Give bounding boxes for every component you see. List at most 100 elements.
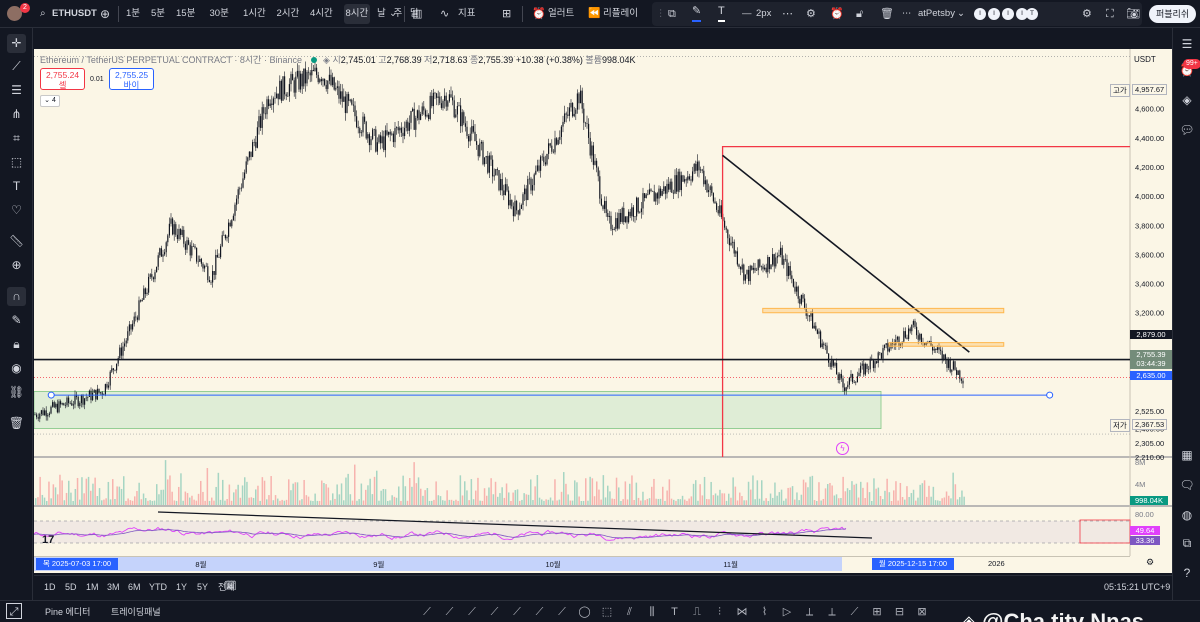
currency-label[interactable]: USDT xyxy=(1134,55,1156,64)
circle-icon[interactable]: ◯ xyxy=(578,606,591,618)
trend-line-icon[interactable]: ⟋ xyxy=(12,59,21,73)
fib-icon[interactable]: ⌗ xyxy=(13,131,20,145)
expand-panel-icon[interactable]: ⤢ xyxy=(6,603,22,619)
interval-button[interactable]: 달 xyxy=(410,8,419,19)
pencil-color-icon[interactable]: ✎ xyxy=(692,0,702,22)
interval-button[interactable]: 날 xyxy=(377,8,386,19)
range-button[interactable]: YTD xyxy=(149,582,167,592)
interval-button[interactable]: 1시간 xyxy=(243,8,266,19)
curve-icon[interactable]: ⟋ xyxy=(558,606,566,618)
indicators-icon[interactable]: ∿ xyxy=(440,8,450,20)
range-button[interactable]: 6M xyxy=(128,582,141,592)
flag-icon[interactable]: ◈ xyxy=(323,55,330,65)
link-icon[interactable]: ⛓︎ xyxy=(8,385,25,399)
horizontal-line-icon[interactable]: ⟂ xyxy=(828,606,836,618)
username[interactable]: atPetsby xyxy=(918,8,955,19)
trading-icon[interactable]: ⧉ xyxy=(1182,536,1192,550)
play-icon[interactable]: ▷ xyxy=(782,606,792,618)
price-label-icon[interactable]: ⎍ xyxy=(693,606,701,618)
line-style-icon[interactable]: ⋯ xyxy=(782,8,793,20)
circle-button[interactable]: I xyxy=(974,8,986,20)
chart-settings-icon[interactable]: ⚙ xyxy=(1146,557,1155,567)
chat-bubble-icon[interactable]: 🗨︎ xyxy=(1179,478,1195,492)
interval-button[interactable]: 30분 xyxy=(209,8,229,19)
range-button[interactable]: 전체 xyxy=(218,582,235,592)
calendar-range-icon[interactable]: 🗓︎ xyxy=(224,581,237,592)
chart-canvas[interactable]: 4,600.004,400.004,200.004,000.003,800.00… xyxy=(34,49,1172,573)
vertical-line-icon[interactable]: ⟂ xyxy=(805,606,814,618)
interval-button[interactable]: 5분 xyxy=(151,8,166,19)
ruler-icon[interactable]: 📏︎ xyxy=(8,234,25,248)
help-icon[interactable]: ? xyxy=(1183,566,1191,580)
add-symbol-icon[interactable]: ⊕ xyxy=(100,7,111,21)
community-icon[interactable]: ◍ xyxy=(1181,508,1193,522)
circle-button[interactable]: I xyxy=(1002,8,1014,20)
elliott-icon[interactable]: ⌇ xyxy=(761,606,768,618)
text-icon[interactable]: T xyxy=(671,606,678,618)
alert-icon[interactable]: ⏰ xyxy=(532,8,546,20)
crosshair-icon[interactable]: ✛ xyxy=(7,34,26,53)
candle-type-icon[interactable]: ▥ xyxy=(412,8,423,20)
interval-button[interactable]: 주 xyxy=(393,8,403,19)
sell-button[interactable]: 2,755.24 셀 xyxy=(40,68,85,90)
pattern-icon[interactable]: ⋈ xyxy=(736,606,748,618)
range-button[interactable]: 1Y xyxy=(176,582,188,592)
rectangle-icon[interactable]: ⬚ xyxy=(601,606,613,618)
heart-icon[interactable]: ♡ xyxy=(11,203,22,217)
interval-button[interactable]: 15분 xyxy=(176,8,196,19)
price-range-icon[interactable]: ⫶ xyxy=(718,606,721,618)
range-button[interactable]: 1D xyxy=(44,582,56,592)
indicators-button[interactable]: 지표 xyxy=(458,8,476,19)
text-color-icon[interactable]: T xyxy=(718,0,725,22)
fib-channel-icon[interactable]: ⫼ xyxy=(649,606,655,618)
alert-button[interactable]: 얼러트 xyxy=(548,8,575,19)
buy-button[interactable]: 2,755.25 바이 xyxy=(109,68,154,90)
watchlist-icon[interactable]: ☰ xyxy=(1181,37,1193,51)
table-icon[interactable]: ⊟ xyxy=(894,606,905,618)
symbol-name[interactable]: ETHUSDT xyxy=(52,8,97,19)
horizontal-lines-icon[interactable]: ☰ xyxy=(11,83,22,97)
brush-icon[interactable]: ⟋ xyxy=(850,606,859,618)
info-line-icon[interactable]: ⟋ xyxy=(468,606,476,618)
settings-gear-icon[interactable]: ⚙ xyxy=(1082,8,1092,20)
magnet-icon[interactable]: ∩ xyxy=(7,287,26,306)
calendar-icon[interactable]: ▦ xyxy=(1181,448,1193,462)
clock-label[interactable]: 05:15:21 UTC+9 xyxy=(1104,582,1171,592)
line-width-button[interactable]: 2px xyxy=(756,8,772,19)
trading-panel-tab[interactable]: 트레이딩패널 xyxy=(111,607,161,617)
user-avatar[interactable] xyxy=(7,6,22,21)
layouts-icon[interactable]: ⊞ xyxy=(502,8,512,20)
lightning-icon[interactable]: ϟ xyxy=(836,442,849,455)
lock-drawings-icon[interactable]: 🔒︎ xyxy=(13,337,20,351)
replay-button[interactable]: 리플레이 xyxy=(603,8,638,19)
range-button[interactable]: 5Y xyxy=(197,582,209,592)
remove-drawings-icon[interactable]: 🗑︎ xyxy=(8,416,25,430)
circle-button[interactable]: I xyxy=(988,8,1000,20)
fullscreen-icon[interactable]: ⛶ xyxy=(1106,8,1114,20)
zoom-icon[interactable]: ⊕ xyxy=(11,258,22,272)
chart-area[interactable]: 4,600.00 4,400.00 4,200.00 4,000.00 3,800.00… xyxy=(34,49,1172,573)
circle-button[interactable]: T xyxy=(1026,8,1038,20)
replay-icon[interactable]: ⏪ xyxy=(588,8,601,19)
parallel-channel-icon[interactable]: ⫽ xyxy=(627,606,632,618)
path-icon[interactable]: ⟋ xyxy=(535,606,544,618)
more-icon[interactable]: ⋯ xyxy=(902,8,912,19)
range-button[interactable]: 5D xyxy=(65,582,77,592)
camera-icon[interactable]: 📷︎ xyxy=(1126,8,1140,20)
search-icon[interactable]: ⌕ xyxy=(40,8,46,19)
pencil-lock-icon[interactable]: ✎ xyxy=(11,313,22,327)
interval-button[interactable]: 1분 xyxy=(126,8,141,19)
pitchfork-icon[interactable]: ⋔ xyxy=(11,107,22,121)
range-button[interactable]: 1M xyxy=(86,582,99,592)
pattern-icon[interactable]: ⬚ xyxy=(10,155,23,169)
settings-icon[interactable]: ⚙ xyxy=(806,8,816,20)
ray-icon[interactable]: ⟋ xyxy=(445,606,454,618)
symbol-description[interactable]: Ethereum / TetherUS PERPETUAL CONTRACT ·… xyxy=(40,55,302,65)
pine-editor-tab[interactable]: Pine 에디터 xyxy=(45,607,91,617)
alert-add-icon[interactable]: ⏰ xyxy=(830,8,844,20)
drag-handle-icon[interactable]: ⋮ xyxy=(656,8,666,19)
layers-icon[interactable]: ◈ xyxy=(1182,93,1192,107)
zigzag-icon[interactable]: ⟋ xyxy=(513,606,521,618)
arrow-icon[interactable]: ⟋ xyxy=(490,606,499,618)
grid-icon[interactable]: ⊞ xyxy=(872,606,882,618)
